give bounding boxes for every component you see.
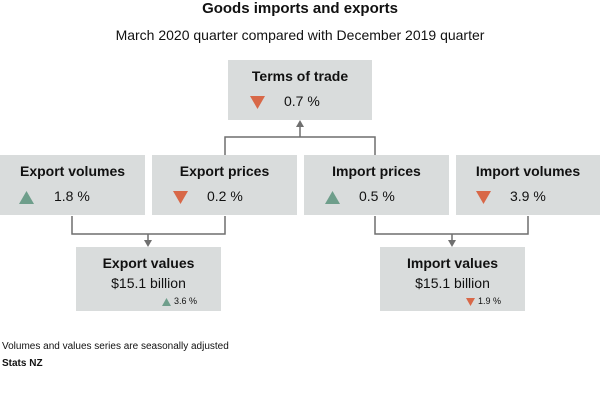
import-values-label: Import values [406, 255, 499, 271]
down-triangle-icon [476, 191, 491, 204]
footnote: Volumes and values series are seasonally… [2, 341, 229, 352]
terms-of-trade-box: Terms of trade 0.7 % [228, 60, 372, 120]
export-volumes-change: 1.8 % [54, 188, 90, 204]
export-values-change: 3.6 % [174, 296, 198, 306]
source-credit: Stats NZ [2, 358, 43, 369]
down-triangle-icon [250, 96, 265, 109]
import-prices-label: Import prices [332, 163, 421, 179]
chart-title: Goods imports and exports [202, 0, 398, 17]
connector-export-values [71, 216, 226, 235]
import-volumes-change: 3.9 % [510, 188, 546, 204]
up-triangle-icon [162, 298, 171, 306]
export-prices-label: Export prices [179, 163, 270, 179]
arrow-import-values [448, 240, 456, 247]
import-values-change: 1.9 % [478, 296, 502, 306]
up-triangle-icon [19, 191, 34, 204]
export-volumes-box: Export volumes 1.8 % [0, 155, 145, 215]
import-values-amount: $15.1 billion [415, 275, 490, 291]
connector-terms-of-trade [224, 136, 376, 155]
import-volumes-box: Import volumes 3.9 % [456, 155, 600, 215]
chart-subtitle: March 2020 quarter compared with Decembe… [115, 27, 485, 43]
export-prices-box: Export prices 0.2 % [152, 155, 297, 215]
import-prices-box: Import prices 0.5 % [304, 155, 449, 215]
import-values-box: Import values $15.1 billion 1.9 % [380, 247, 525, 311]
up-triangle-icon [325, 191, 340, 204]
export-values-amount: $15.1 billion [111, 275, 186, 291]
arrow-export-values [144, 240, 152, 247]
export-values-label: Export values [102, 255, 195, 271]
import-prices-change: 0.5 % [359, 188, 395, 204]
export-prices-change: 0.2 % [207, 188, 243, 204]
terms-of-trade-change: 0.7 % [284, 93, 320, 109]
connector-import-values [374, 216, 529, 235]
down-triangle-icon [466, 298, 475, 306]
import-volumes-label: Import volumes [475, 163, 581, 179]
down-triangle-icon [173, 191, 188, 204]
export-volumes-label: Export volumes [19, 163, 126, 179]
export-values-box: Export values $15.1 billion 3.6 % [76, 247, 221, 311]
arrow-terms-of-trade [296, 120, 304, 127]
terms-of-trade-label: Terms of trade [251, 68, 349, 84]
